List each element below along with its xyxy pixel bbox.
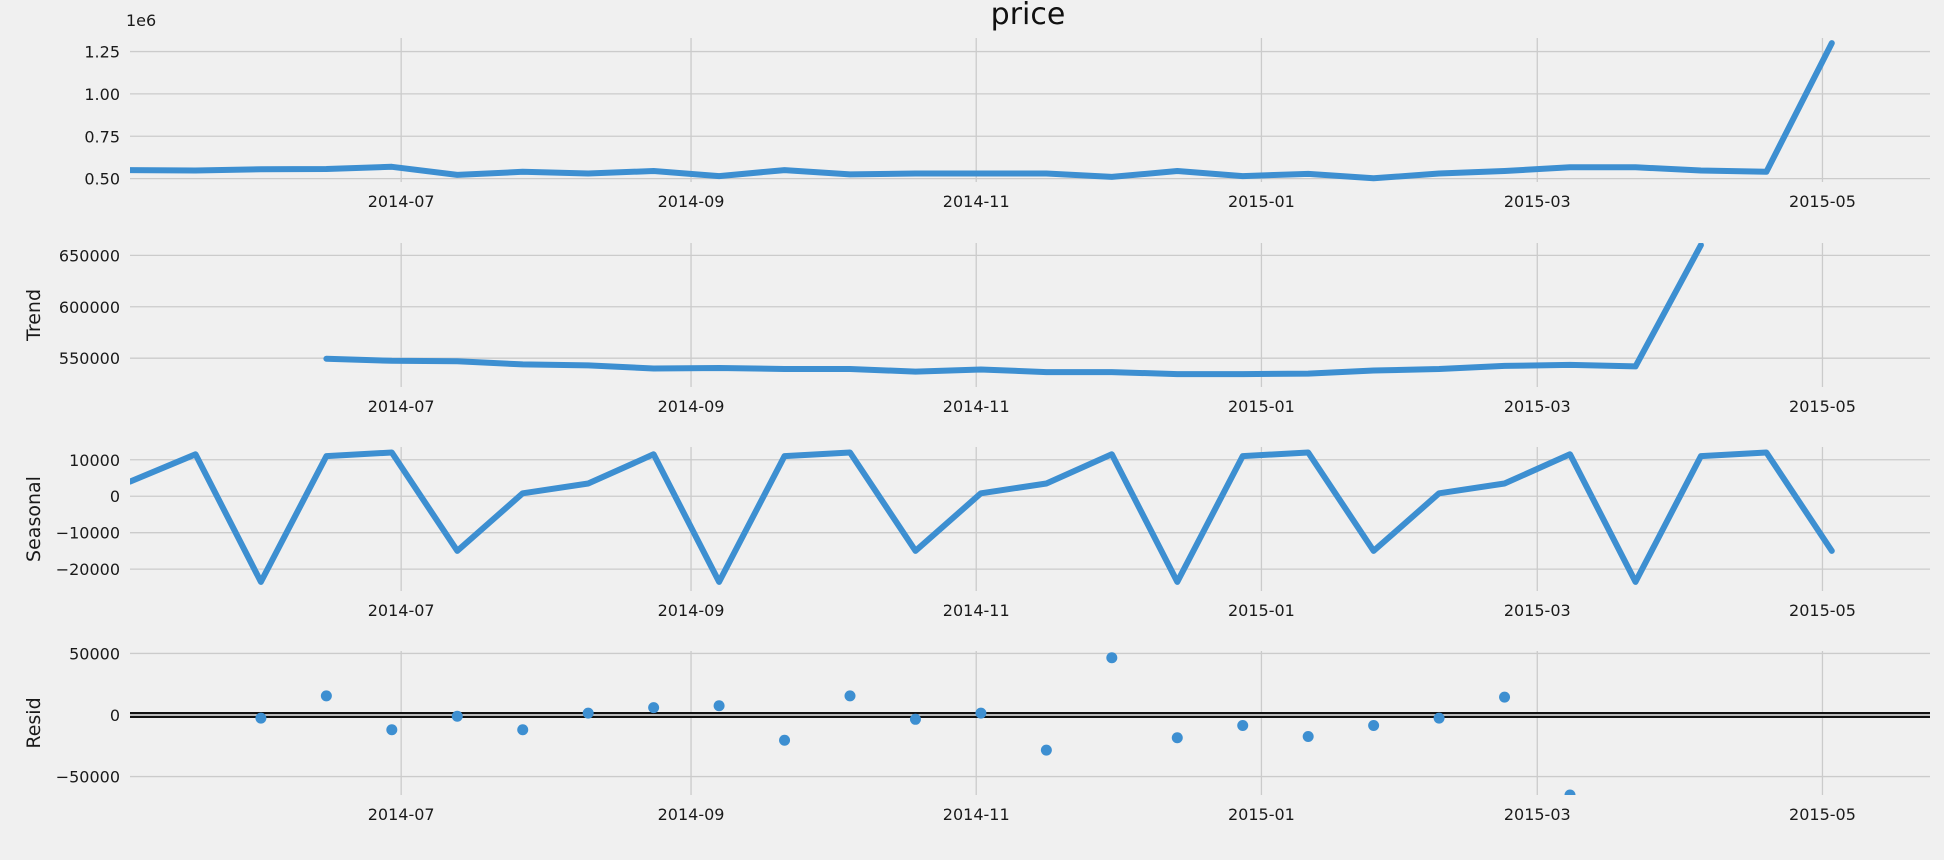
resid-point [451,710,463,722]
x-tick-label: 2014-09 [658,192,725,211]
x-tick-label: 2015-01 [1228,397,1295,416]
y-axis-label: Trend [23,289,45,342]
y-tick-label: 0.75 [84,127,120,146]
y-tick-label: 1.00 [84,85,120,104]
series-trend [323,243,1704,378]
y-tick-label: −50000 [56,768,120,787]
x-tick-label: 2015-03 [1504,805,1571,824]
resid-point [909,713,921,725]
y-tick-label: 0 [110,487,120,506]
y-axis-label: Resid [23,697,45,748]
resid-point [320,690,332,702]
series-seasonal [130,449,1835,585]
series-line-observed [130,40,1835,182]
y-tick-label: 0 [110,706,120,725]
series-line-trend [323,243,1704,378]
y-tick-label: −20000 [56,560,120,579]
series-resid [255,652,1576,795]
x-tick-label: 2015-01 [1228,805,1295,824]
y-tick-label: 1.25 [84,43,120,62]
x-tick-label: 2014-07 [368,805,435,824]
y-tick-label: −10000 [56,524,120,543]
y-tick-label: 10000 [69,451,120,470]
panel-trend: 2014-07 2014-09 2014-11 2015-01 2015-03 2015-… [23,243,1930,416]
y-tick-label: 650000 [59,246,120,265]
series-observed [130,40,1835,182]
resid-point [975,707,987,719]
x-tick-label: 2015-01 [1228,601,1295,620]
x-tick-label: 2014-11 [943,601,1010,620]
panel-observed: 2014-07 2014-09 2014-11 2015-01 2015-03 2015-… [84,11,1930,211]
x-tick-label: 2014-07 [368,397,435,416]
y-axis-label: Seasonal [23,476,45,562]
resid-point [1171,732,1183,744]
resid-point [779,734,791,746]
resid-point [844,690,856,702]
resid-point [1237,719,1249,731]
x-tick-label: 2015-05 [1789,397,1856,416]
resid-point [1302,731,1314,743]
x-tick-label: 2015-03 [1504,192,1571,211]
x-tick-label: 2014-07 [368,192,435,211]
panels: 2014-07 2014-09 2014-11 2015-01 2015-03 2015-… [23,11,1930,824]
x-tick-label: 2014-09 [658,601,725,620]
panel-resid: 2014-07 2014-09 2014-11 2015-01 2015-03 2015-… [23,644,1930,824]
x-tick-label: 2015-05 [1789,601,1856,620]
x-tick-label: 2014-11 [943,192,1010,211]
x-tick-label: 2015-03 [1504,397,1571,416]
resid-point [1040,744,1052,756]
y-tick-label: 0.50 [84,170,120,189]
y-offset-label: 1e6 [126,11,156,30]
resid-point [1368,719,1380,731]
chart-title: price [991,0,1066,32]
resid-point [582,707,594,719]
resid-point [648,702,660,714]
x-tick-label: 2014-11 [943,805,1010,824]
x-tick-label: 2014-09 [658,397,725,416]
x-tick-label: 2014-09 [658,805,725,824]
resid-point [713,700,725,712]
x-tick-label: 2015-05 [1789,805,1856,824]
resid-point [1433,712,1445,724]
y-tick-label: 600000 [59,298,120,317]
x-tick-label: 2015-03 [1504,601,1571,620]
y-tick-label: 550000 [59,349,120,368]
resid-point [1499,691,1511,703]
x-tick-label: 2014-11 [943,397,1010,416]
series-line-seasonal [130,449,1835,585]
resid-point [386,724,398,736]
x-tick-label: 2015-05 [1789,192,1856,211]
y-tick-label: 50000 [69,644,120,663]
x-tick-label: 2015-01 [1228,192,1295,211]
resid-point [517,724,529,736]
resid-point [255,712,267,724]
resid-point [1564,789,1576,795]
resid-point [1106,652,1118,664]
panel-seasonal: 2014-07 2014-09 2014-11 2015-01 2015-03 2015-… [23,447,1930,620]
x-tick-label: 2014-07 [368,601,435,620]
